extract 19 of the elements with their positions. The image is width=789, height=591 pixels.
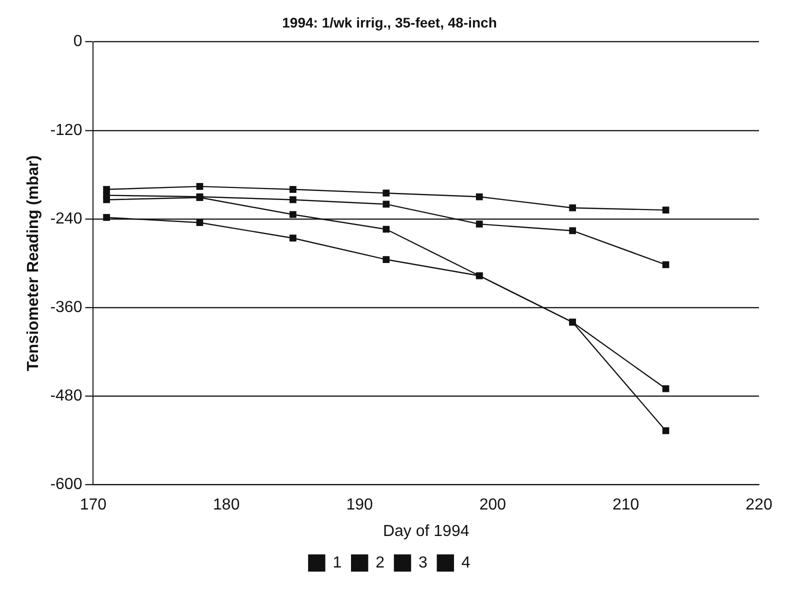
x-tick-label: 170	[80, 496, 107, 514]
legend-label: 3	[418, 554, 428, 572]
y-tick-label: -120	[50, 122, 82, 139]
y-tick-label: -600	[50, 476, 82, 494]
legend-label: 4	[461, 554, 470, 572]
x-tick-label: 190	[346, 496, 373, 514]
y-tick-label: -240	[50, 210, 82, 228]
chart-title: 1994: 1/wk irrig., 35-feet, 48-inch	[282, 14, 497, 30]
y-axis-title: Tensiometer Reading (mbar)	[25, 155, 42, 372]
y-tick-label: -480	[50, 387, 82, 404]
x-tick-label: 210	[612, 496, 640, 514]
y-tick-label: 0	[73, 33, 82, 50]
x-axis-title: Day of 1994	[382, 522, 470, 540]
x-tick-label: 180	[213, 496, 240, 514]
y-tick-label: -360	[50, 298, 82, 316]
x-tick-label: 220	[746, 496, 772, 514]
legend-label: 1	[332, 554, 342, 572]
legend-label: 2	[376, 554, 385, 572]
x-tick-label: 200	[479, 496, 506, 514]
